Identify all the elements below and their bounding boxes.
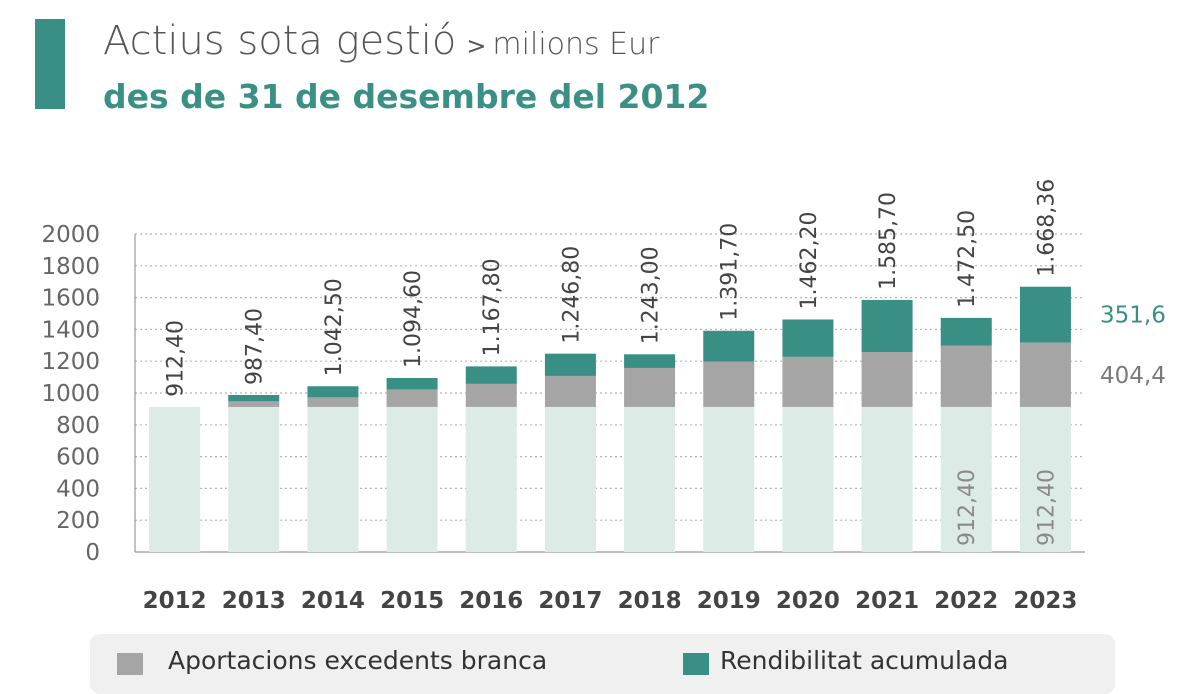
bar-base-label: 912,40 [1034,469,1059,546]
bar-segment-returns [703,330,755,362]
y-tick-label: 1800 [41,254,100,280]
bar-segment-contributions [861,352,913,407]
y-tick-label: 0 [85,540,100,566]
legend-label-returns: Rendibilitat acumulada [720,646,1009,675]
bar-segment-contributions [228,401,280,407]
bar-segment-returns [228,395,280,402]
y-tick-label: 200 [56,508,100,534]
y-tick-label: 1200 [41,349,100,375]
x-tick-label: 2018 [618,588,682,614]
legend-swatch-contributions [117,653,143,675]
bar-segment-base [703,406,755,552]
bar-segment-base [307,406,359,552]
legend-label-contributions: Aportacions excedents branca [168,646,548,675]
bar-total-label: 1.472,50 [955,210,980,308]
bar-segment-base [1019,406,1071,552]
bar-total-label: 987,40 [243,308,268,385]
x-tick-label: 2023 [1013,588,1077,614]
chart-title: Actius sota gestió > milions Eur [103,18,660,64]
y-tick-label: 1600 [41,286,100,312]
bar-base-label: 912,40 [955,469,980,546]
bar-segment-contributions [1019,342,1071,407]
bar-segment-returns [624,354,676,368]
legend-swatch-returns [683,653,709,675]
bar-segment-contributions [782,356,834,407]
bar-segment-base [782,406,834,552]
bar-segment-base [624,406,676,552]
bar-segment-base [940,406,992,552]
bar-segment-contributions [465,383,517,407]
bar-segment-base [149,406,201,552]
bar-total-label: 1.391,70 [718,223,743,321]
bar-segment-returns [782,319,834,357]
x-tick-label: 2015 [380,588,444,614]
bar-total-label: 1.042,50 [322,278,347,376]
bar-segment-contributions [940,345,992,407]
bar-segment-base [465,406,517,552]
y-tick-label: 1000 [41,381,100,407]
bar-total-label: 1.167,80 [480,258,505,356]
bar-segment-contributions [386,389,438,407]
bar-total-label: 1.668,36 [1034,179,1059,277]
x-tick-label: 2016 [459,588,523,614]
bar-segment-returns [940,317,992,346]
bar-segment-base [228,406,280,552]
bar-segment-returns [1019,286,1071,343]
x-tick-label: 2017 [538,588,602,614]
bar-segment-base [861,406,913,552]
title-separator: > [466,32,487,60]
y-tick-label: 800 [56,413,100,439]
bar-total-label: 1.585,70 [876,192,901,290]
bar-segment-returns [386,377,438,390]
contributions-annotation: 404,4 [1100,363,1166,389]
bar-segment-returns [544,353,596,376]
x-tick-label: 2022 [934,588,998,614]
y-tick-label: 400 [56,476,100,502]
bar-segment-returns [465,366,517,384]
bar-segment-contributions [624,367,676,407]
title-unit: milions Eur [492,27,660,62]
bar-segment-contributions [544,375,596,407]
bar-total-label: 912,40 [164,320,189,397]
bar-segment-base [544,406,596,552]
bar-total-label: 1.462,20 [797,212,822,310]
bar-segment-returns [307,386,359,398]
bar-total-label: 1.094,60 [401,270,426,368]
y-tick-label: 1400 [41,317,100,343]
x-tick-label: 2012 [143,588,207,614]
x-tick-label: 2013 [222,588,286,614]
x-tick-label: 2019 [697,588,761,614]
chart-subtitle: des de 31 de desembre del 2012 [103,77,710,116]
bar-total-label: 1.243,00 [639,246,664,344]
title-accent-bar [35,19,65,109]
stacked-bar-chart: 0 200 400 600 800 1000 1200 1400 1600 1800 2000 201… [41,179,1166,614]
x-tick-label: 2021 [855,588,919,614]
x-tick-label: 2014 [301,588,365,614]
title-text: Actius sota gestió [103,18,457,64]
bar-segment-base [386,406,438,552]
y-tick-label: 600 [56,445,100,471]
bar-segment-returns [861,299,913,353]
returns-annotation: 351,6 [1100,303,1166,329]
x-tick-label: 2020 [776,588,840,614]
bar-segment-contributions [703,361,755,407]
y-tick-label: 2000 [41,222,100,248]
bar-total-label: 1.246,80 [559,246,584,344]
bar-segment-contributions [307,397,359,407]
